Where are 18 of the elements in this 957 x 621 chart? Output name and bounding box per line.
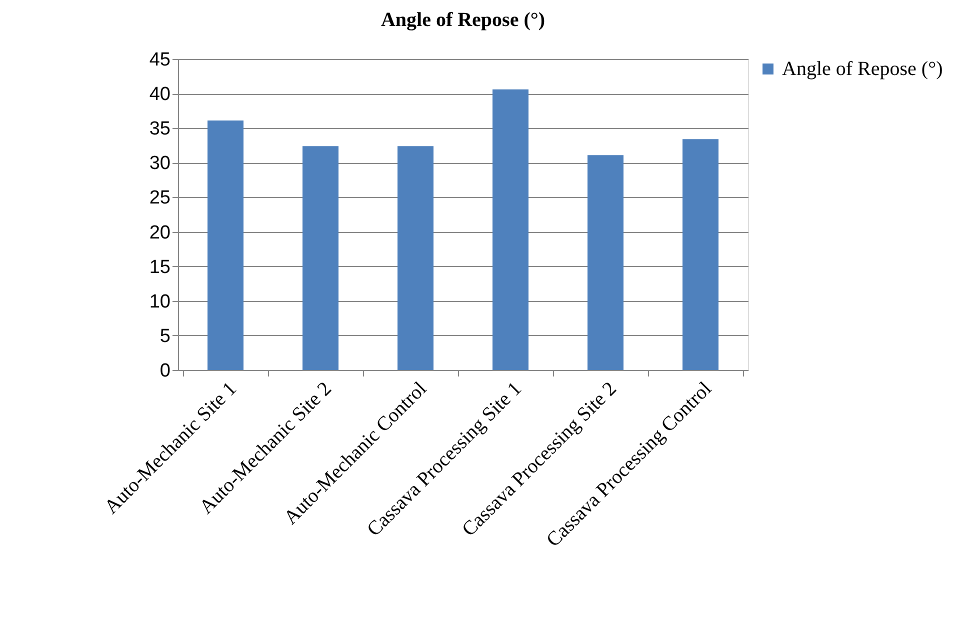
bar xyxy=(588,155,624,370)
chart-title: Angle of Repose (°) xyxy=(380,9,546,31)
y-tick-label: 0 xyxy=(160,360,170,382)
y-tick-label: 40 xyxy=(149,84,170,106)
y-tick-label: 30 xyxy=(149,153,170,174)
y-tick-label: 35 xyxy=(149,118,170,140)
bar xyxy=(398,146,434,370)
legend-label: Angle of Repose (°) xyxy=(782,58,943,80)
bar xyxy=(492,89,528,370)
bar xyxy=(682,139,718,370)
y-tick-label: 10 xyxy=(149,291,170,312)
bar xyxy=(208,120,244,370)
y-tick-label: 25 xyxy=(149,188,170,209)
y-tick-label: 45 xyxy=(149,50,170,70)
bar xyxy=(302,146,338,370)
y-tick-label: 5 xyxy=(160,326,170,347)
y-tick-label: 15 xyxy=(149,256,170,278)
y-tick-label: 20 xyxy=(149,222,170,244)
